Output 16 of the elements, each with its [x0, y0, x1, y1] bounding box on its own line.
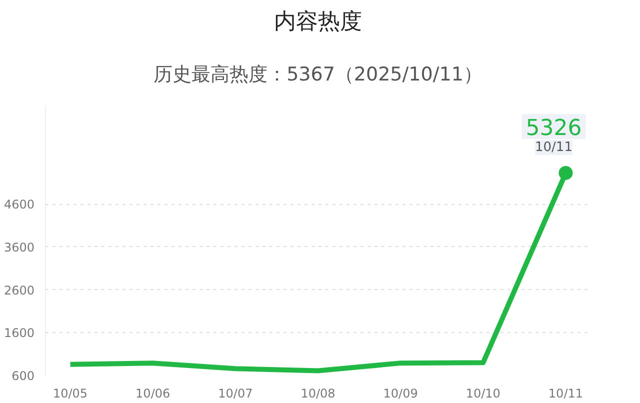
y-tick-label: 4600 [4, 198, 35, 212]
y-tick-label: 600 [12, 369, 34, 383]
annotation: 10/11 [534, 140, 572, 155]
chart-subtitle: 历史最高热度：5367（2025/10/11） [154, 64, 482, 86]
annotation: 5326 [526, 116, 582, 141]
x-tick-label: 10/08 [300, 386, 336, 400]
x-tick-label: 10/09 [383, 386, 418, 400]
y-tick-label: 1600 [4, 326, 35, 340]
x-tick-label: 10/11 [548, 386, 584, 400]
x-tick-label: 10/06 [136, 386, 170, 400]
chart-title: 内容热度 [274, 10, 362, 34]
x-tick-label: 10/05 [52, 386, 88, 400]
x-tick-label: 10/07 [218, 386, 253, 400]
y-tick-label: 2600 [4, 283, 35, 298]
y-tick-label: 3600 [4, 240, 35, 254]
x-tick-label: 10/10 [466, 386, 500, 400]
